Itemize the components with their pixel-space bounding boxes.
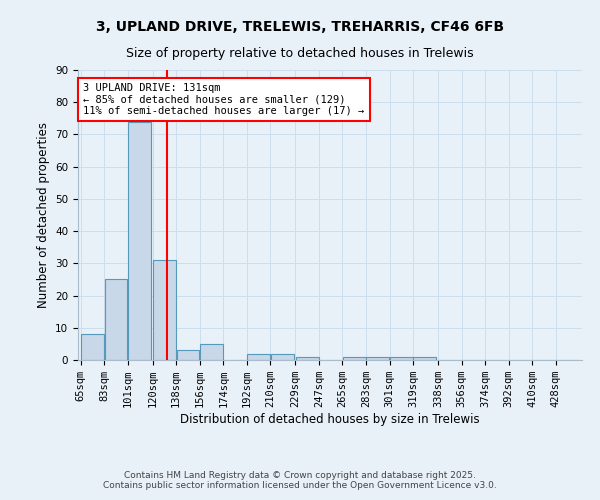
Bar <box>390 357 413 360</box>
Text: Contains HM Land Registry data © Crown copyright and database right 2025.
Contai: Contains HM Land Registry data © Crown c… <box>103 470 497 490</box>
Text: 3, UPLAND DRIVE, TRELEWIS, TREHARRIS, CF46 6FB: 3, UPLAND DRIVE, TRELEWIS, TREHARRIS, CF… <box>96 20 504 34</box>
Bar <box>296 357 319 360</box>
Bar <box>128 122 151 360</box>
Y-axis label: Number of detached properties: Number of detached properties <box>37 122 50 308</box>
Bar <box>247 354 270 360</box>
Bar <box>176 350 199 360</box>
Bar <box>271 354 293 360</box>
X-axis label: Distribution of detached houses by size in Trelewis: Distribution of detached houses by size … <box>180 413 480 426</box>
Bar <box>104 280 127 360</box>
Bar <box>413 357 436 360</box>
Bar <box>153 260 176 360</box>
Bar <box>367 357 389 360</box>
Text: 3 UPLAND DRIVE: 131sqm
← 85% of detached houses are smaller (129)
11% of semi-de: 3 UPLAND DRIVE: 131sqm ← 85% of detached… <box>83 83 364 116</box>
Bar <box>343 357 365 360</box>
Bar <box>200 344 223 360</box>
Bar <box>81 334 104 360</box>
Text: Size of property relative to detached houses in Trelewis: Size of property relative to detached ho… <box>126 48 474 60</box>
